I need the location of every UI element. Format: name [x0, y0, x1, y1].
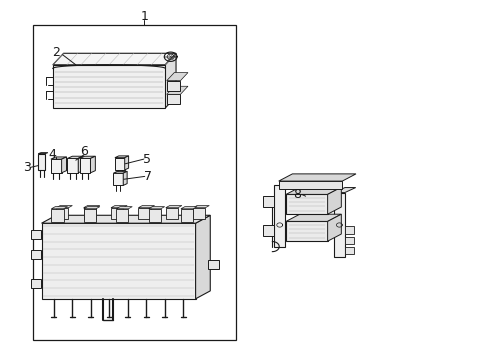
Polygon shape [263, 196, 273, 207]
Text: 7: 7 [143, 170, 151, 183]
Bar [344, 247, 353, 254]
Polygon shape [115, 158, 124, 170]
Polygon shape [165, 208, 178, 219]
Polygon shape [41, 215, 210, 223]
Polygon shape [166, 73, 187, 81]
Bar [31, 230, 41, 239]
Polygon shape [124, 156, 128, 170]
Polygon shape [263, 225, 273, 236]
Bar [344, 226, 353, 234]
Text: 2: 2 [52, 46, 60, 59]
Polygon shape [51, 159, 61, 173]
Polygon shape [53, 65, 165, 108]
Polygon shape [148, 207, 164, 209]
Polygon shape [80, 158, 90, 173]
Polygon shape [38, 154, 45, 170]
Polygon shape [327, 187, 341, 214]
Polygon shape [83, 206, 100, 208]
Bar [166, 94, 180, 104]
Polygon shape [38, 153, 48, 154]
Polygon shape [195, 215, 210, 299]
Polygon shape [115, 156, 128, 158]
Polygon shape [113, 173, 123, 185]
Polygon shape [285, 221, 327, 241]
Polygon shape [165, 206, 182, 208]
Polygon shape [51, 209, 63, 222]
Polygon shape [90, 156, 95, 173]
Bar [33, 25, 236, 340]
Polygon shape [193, 206, 209, 208]
Text: 4: 4 [49, 148, 57, 161]
Polygon shape [333, 188, 355, 193]
Polygon shape [80, 156, 95, 158]
Polygon shape [166, 86, 187, 94]
Polygon shape [148, 209, 161, 222]
Polygon shape [51, 207, 67, 209]
Polygon shape [51, 157, 66, 159]
Text: 1: 1 [140, 10, 148, 23]
Polygon shape [83, 207, 100, 209]
Polygon shape [67, 156, 83, 158]
Polygon shape [83, 208, 96, 219]
Bar [31, 250, 41, 259]
Polygon shape [278, 174, 355, 181]
Polygon shape [111, 208, 123, 219]
Polygon shape [333, 193, 344, 257]
Text: 6: 6 [80, 145, 88, 158]
Polygon shape [111, 206, 127, 208]
Polygon shape [193, 208, 205, 219]
Polygon shape [138, 208, 150, 219]
Polygon shape [138, 206, 154, 208]
Polygon shape [116, 209, 128, 222]
Text: 5: 5 [142, 153, 150, 166]
Text: 3: 3 [23, 161, 31, 174]
Polygon shape [53, 53, 176, 65]
Bar [166, 81, 180, 91]
Bar [207, 260, 218, 269]
Polygon shape [285, 194, 327, 214]
Polygon shape [61, 157, 66, 173]
Text: 8: 8 [293, 188, 301, 201]
Bar [31, 279, 41, 288]
Polygon shape [285, 214, 341, 221]
Polygon shape [285, 187, 341, 194]
Polygon shape [278, 181, 342, 189]
Polygon shape [56, 208, 68, 219]
Polygon shape [56, 206, 72, 208]
Polygon shape [113, 171, 127, 173]
Polygon shape [83, 209, 96, 222]
Polygon shape [181, 209, 193, 222]
Polygon shape [78, 156, 83, 173]
Polygon shape [41, 223, 195, 299]
Polygon shape [165, 53, 176, 108]
Polygon shape [67, 158, 78, 173]
Polygon shape [181, 207, 197, 209]
Polygon shape [123, 171, 127, 185]
Polygon shape [116, 207, 132, 209]
Polygon shape [327, 214, 341, 241]
Bar [344, 237, 353, 244]
Polygon shape [273, 185, 284, 247]
